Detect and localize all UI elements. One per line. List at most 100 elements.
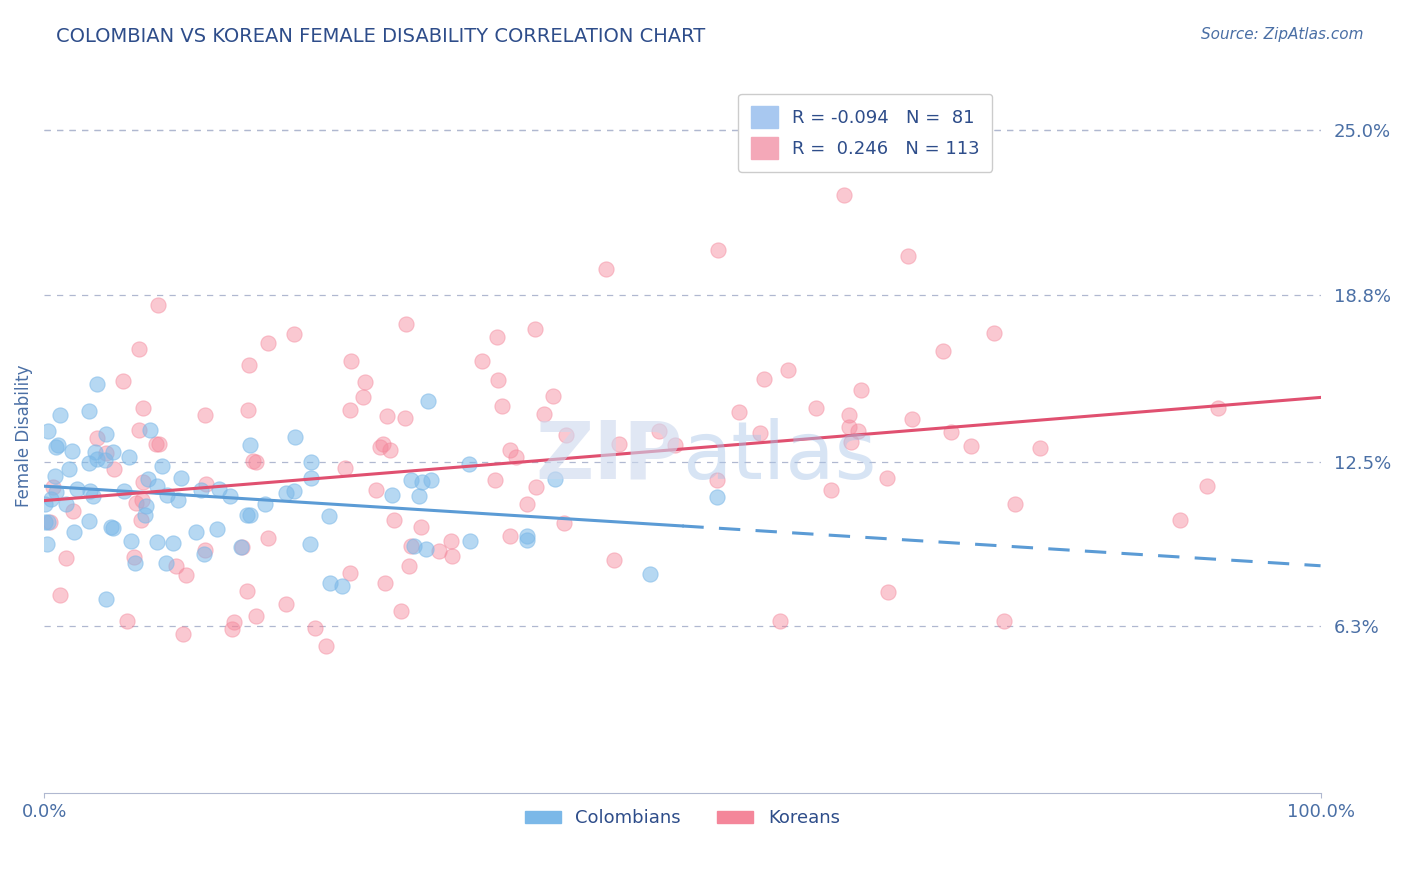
Point bbox=[55, 497, 77, 511]
Point bbox=[408, 489, 430, 503]
Point bbox=[100, 520, 122, 534]
Point bbox=[366, 483, 388, 498]
Point bbox=[352, 390, 374, 404]
Point bbox=[284, 430, 307, 444]
Point bbox=[186, 524, 208, 539]
Point bbox=[838, 419, 860, 434]
Point bbox=[276, 485, 298, 500]
Point bbox=[62, 504, 84, 518]
Point bbox=[876, 471, 898, 485]
Point bbox=[77, 403, 100, 417]
Point bbox=[135, 499, 157, 513]
Point bbox=[45, 440, 67, 454]
Point bbox=[706, 473, 728, 487]
Point bbox=[595, 262, 617, 277]
Point bbox=[283, 326, 305, 341]
Point bbox=[41, 492, 63, 507]
Point bbox=[96, 446, 118, 460]
Point bbox=[378, 442, 401, 457]
Point bbox=[533, 407, 555, 421]
Point bbox=[77, 514, 100, 528]
Point bbox=[120, 533, 142, 548]
Point bbox=[48, 588, 70, 602]
Point bbox=[221, 622, 243, 636]
Point bbox=[83, 445, 105, 459]
Point bbox=[648, 424, 671, 438]
Point bbox=[55, 551, 77, 566]
Point bbox=[124, 556, 146, 570]
Text: Source: ZipAtlas.com: Source: ZipAtlas.com bbox=[1201, 27, 1364, 42]
Point bbox=[440, 534, 463, 549]
Point bbox=[174, 567, 197, 582]
Point bbox=[194, 408, 217, 422]
Point bbox=[299, 471, 322, 485]
Point bbox=[394, 411, 416, 425]
Point bbox=[371, 437, 394, 451]
Point bbox=[769, 614, 792, 628]
Point bbox=[172, 627, 194, 641]
Point bbox=[832, 188, 855, 202]
Point bbox=[34, 515, 56, 529]
Point bbox=[128, 423, 150, 437]
Point bbox=[194, 542, 217, 557]
Point bbox=[399, 539, 422, 553]
Point bbox=[139, 423, 162, 437]
Point bbox=[193, 548, 215, 562]
Point bbox=[194, 476, 217, 491]
Point bbox=[457, 457, 479, 471]
Point bbox=[603, 553, 626, 567]
Point bbox=[838, 409, 860, 423]
Point bbox=[257, 531, 280, 545]
Point bbox=[706, 490, 728, 504]
Point bbox=[900, 411, 922, 425]
Point bbox=[932, 343, 955, 358]
Point bbox=[491, 399, 513, 413]
Point bbox=[1195, 479, 1218, 493]
Point bbox=[86, 377, 108, 392]
Point bbox=[420, 474, 443, 488]
Point bbox=[318, 575, 340, 590]
Point bbox=[541, 389, 564, 403]
Point bbox=[516, 497, 538, 511]
Point bbox=[516, 529, 538, 543]
Point bbox=[103, 445, 125, 459]
Point bbox=[960, 438, 983, 452]
Text: atlas: atlas bbox=[682, 417, 877, 496]
Point bbox=[38, 515, 60, 529]
Point bbox=[939, 425, 962, 440]
Point bbox=[208, 482, 231, 496]
Point bbox=[239, 438, 262, 452]
Point bbox=[115, 614, 138, 628]
Point bbox=[46, 438, 69, 452]
Point bbox=[554, 428, 576, 442]
Point bbox=[339, 566, 361, 580]
Point bbox=[353, 375, 375, 389]
Point bbox=[167, 493, 190, 508]
Point bbox=[848, 424, 870, 438]
Point bbox=[543, 472, 565, 486]
Point bbox=[86, 431, 108, 445]
Point bbox=[524, 480, 547, 494]
Point bbox=[231, 540, 253, 554]
Point bbox=[245, 608, 267, 623]
Point bbox=[849, 383, 872, 397]
Point bbox=[395, 317, 418, 331]
Point bbox=[42, 480, 65, 494]
Point bbox=[484, 473, 506, 487]
Point bbox=[37, 516, 59, 530]
Point bbox=[897, 250, 920, 264]
Point bbox=[429, 544, 451, 558]
Point bbox=[458, 534, 481, 549]
Point bbox=[1004, 497, 1026, 511]
Point bbox=[162, 535, 184, 549]
Point bbox=[60, 443, 83, 458]
Point bbox=[131, 513, 153, 527]
Point bbox=[368, 440, 391, 454]
Point bbox=[63, 524, 86, 539]
Point bbox=[165, 559, 187, 574]
Point bbox=[117, 450, 139, 465]
Point bbox=[101, 521, 124, 535]
Y-axis label: Female Disability: Female Disability bbox=[15, 364, 32, 507]
Point bbox=[44, 469, 66, 483]
Point bbox=[298, 537, 321, 551]
